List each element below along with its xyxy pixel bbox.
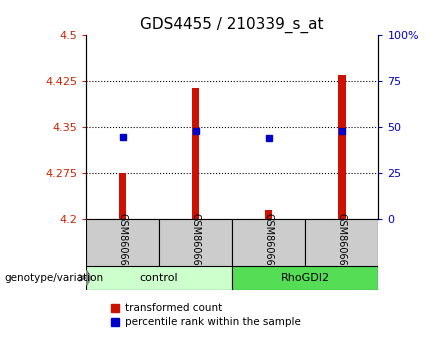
Bar: [192, 87, 200, 219]
Bar: [86, 219, 159, 266]
Bar: [232, 266, 378, 290]
Bar: [305, 219, 378, 266]
Text: control: control: [140, 273, 178, 283]
Bar: [232, 219, 305, 266]
Title: GDS4455 / 210339_s_at: GDS4455 / 210339_s_at: [141, 16, 324, 33]
Polygon shape: [87, 270, 91, 285]
Text: RhoGDI2: RhoGDI2: [281, 273, 330, 283]
Bar: [86, 266, 232, 290]
Text: genotype/variation: genotype/variation: [4, 273, 104, 283]
Bar: [119, 173, 126, 219]
Bar: [338, 75, 346, 219]
Text: GSM860663: GSM860663: [264, 213, 274, 272]
Legend: transformed count, percentile rank within the sample: transformed count, percentile rank withi…: [106, 299, 304, 332]
Text: GSM860664: GSM860664: [337, 213, 347, 272]
Text: GSM860662: GSM860662: [190, 213, 201, 272]
Text: GSM860661: GSM860661: [117, 213, 128, 272]
Bar: [265, 210, 273, 219]
Bar: [159, 219, 232, 266]
